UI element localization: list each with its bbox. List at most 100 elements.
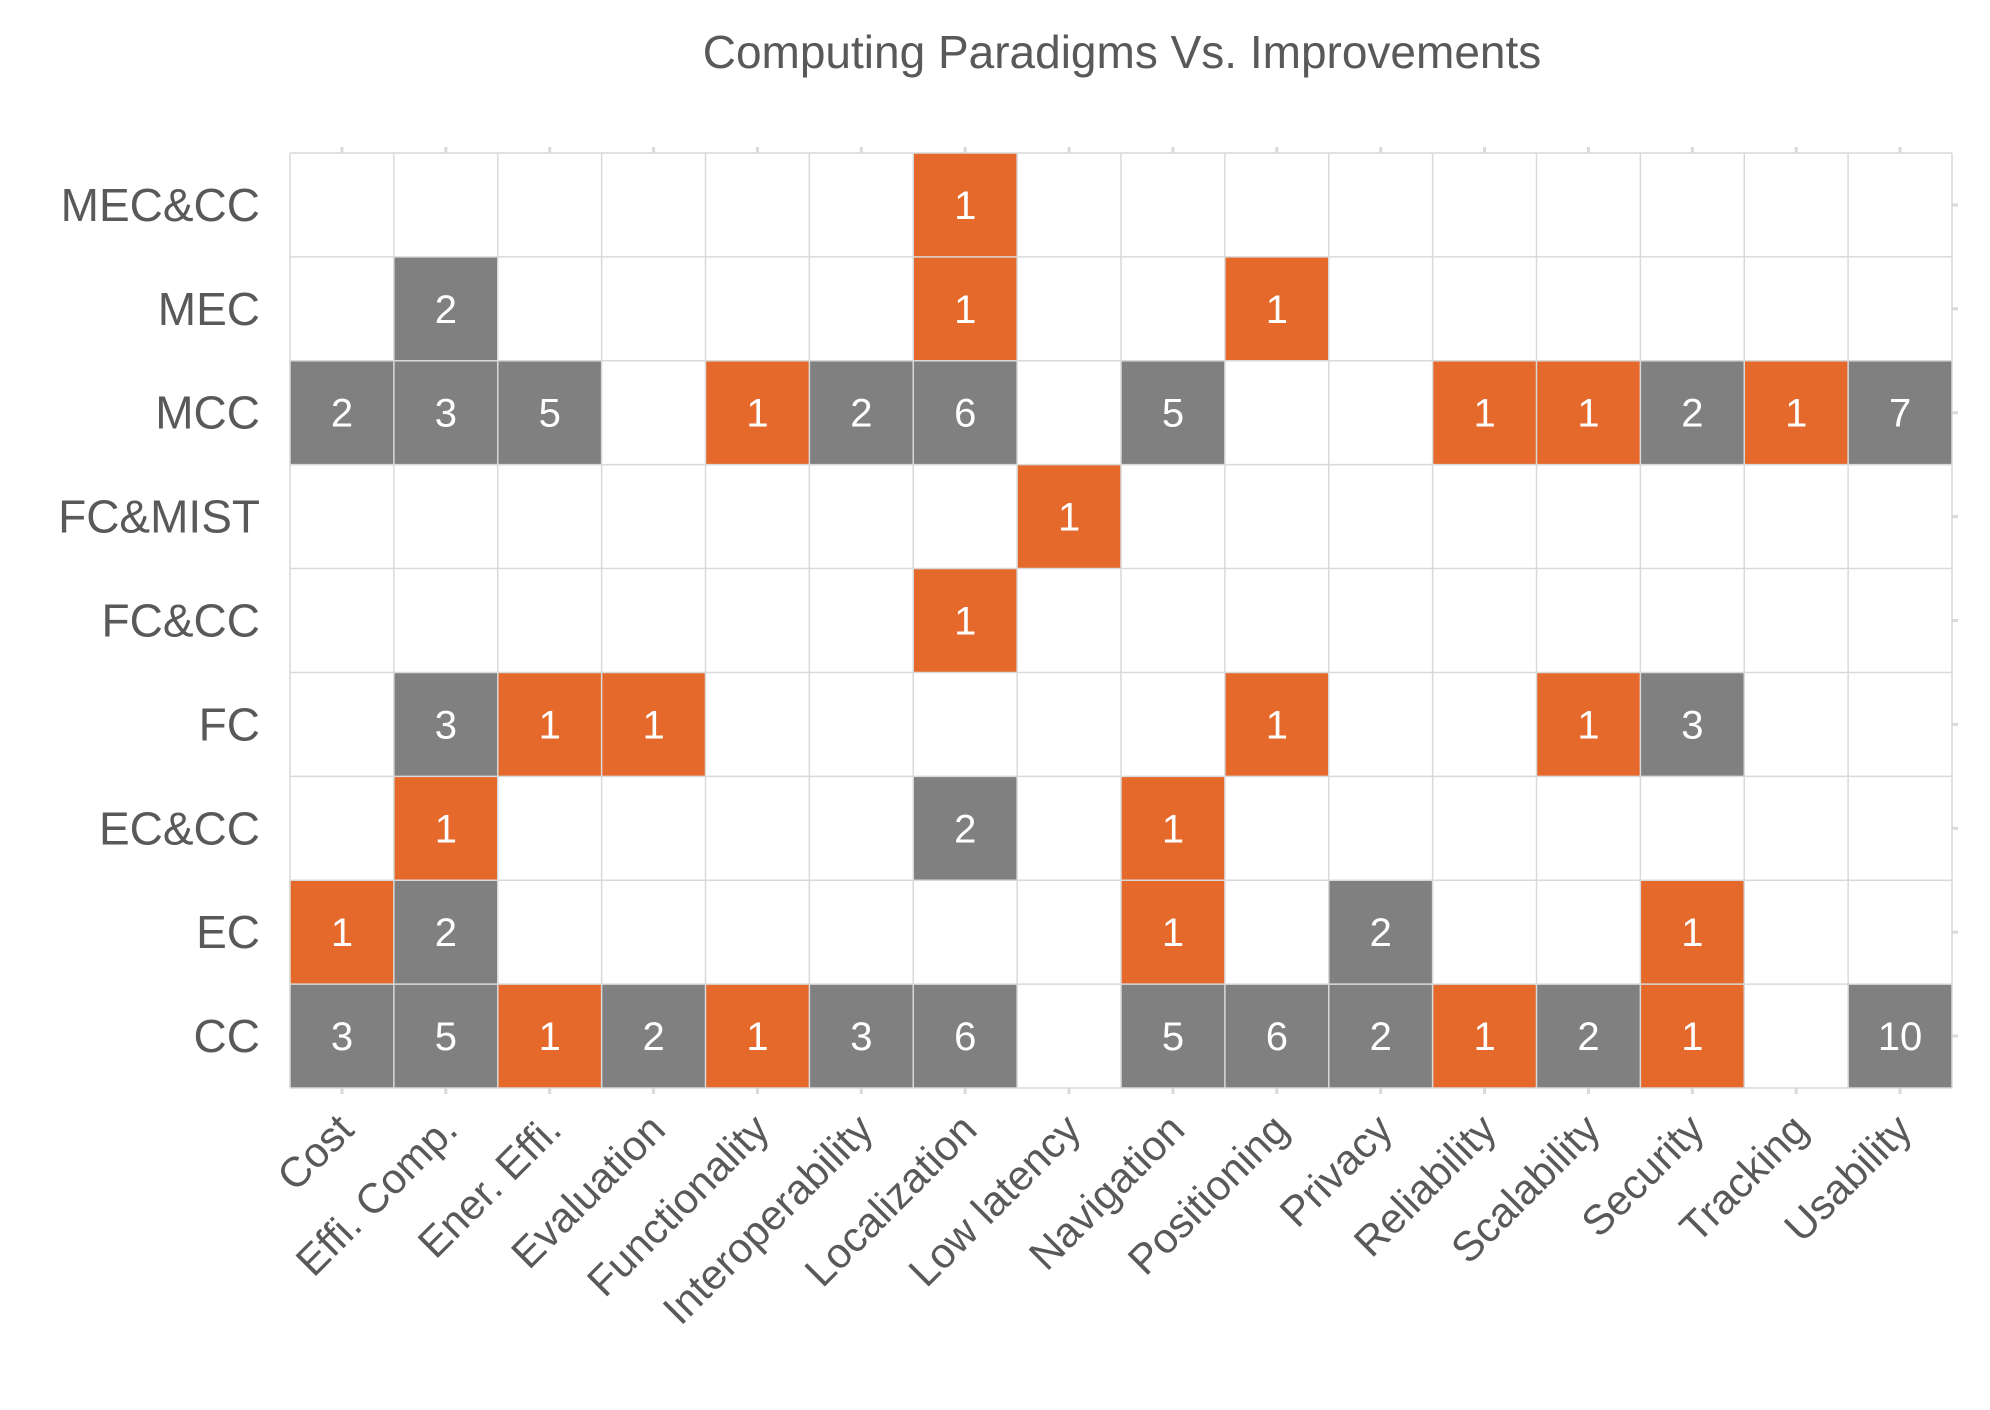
- heatmap-cell-mec-effi-comp: [393, 256, 498, 361]
- cell-value-label: 1: [746, 1015, 768, 1059]
- cell-value-label: 1: [1577, 392, 1599, 436]
- heatmap-cell-mcc-localization: [913, 360, 1018, 465]
- cell-value-label: 3: [435, 703, 457, 747]
- cell-value-label: 6: [954, 1015, 976, 1059]
- cell-value-label: 1: [954, 600, 976, 644]
- y-tick-label-mec-and-cc: MEC&CC: [61, 179, 260, 231]
- heatmap-cell-mcc-ener-effi: [497, 360, 602, 465]
- cell-value-label: 1: [954, 288, 976, 332]
- heatmap-cell-cc-effi-comp: [393, 984, 498, 1088]
- heatmap-cell-cc-cost: [290, 984, 394, 1088]
- heatmap-cell-mcc-navigation: [1121, 360, 1225, 465]
- cell-value-label: 5: [539, 392, 561, 436]
- cell-value-label: 6: [1266, 1015, 1288, 1059]
- cell-value-label: 1: [1473, 1015, 1495, 1059]
- heatmap-cell-mcc-functionality: [705, 360, 810, 465]
- heatmap-cell-fc-and-mist-low-latency: [1017, 464, 1121, 569]
- heatmap-cells: 1 2 1 1 2 3 5 1 2 6 5 1 1 2 1 7 1 1 3 1 1 1 1 3 1 2 1 1 2 1 2 1 3 5 1 2 1 3 6 5…: [290, 153, 1952, 1088]
- cell-value-label: 2: [435, 288, 457, 332]
- cell-value-label: 1: [1473, 392, 1495, 436]
- cell-value-label: 5: [1162, 392, 1184, 436]
- cell-value-label: 3: [435, 392, 457, 436]
- heatmap-cell-ec-and-cc-localization: [913, 776, 1018, 881]
- heatmap-cell-cc-localization: [913, 984, 1018, 1088]
- heatmap-cell-ec-security: [1640, 880, 1745, 985]
- heatmap-ticks: [340, 147, 1958, 1094]
- cell-value-label: 5: [435, 1015, 457, 1059]
- y-tick-label-ec: EC: [196, 906, 260, 958]
- cell-value-label: 1: [1266, 288, 1288, 332]
- cell-value-label: 1: [746, 392, 768, 436]
- x-tick-label-cost: Cost: [268, 1105, 363, 1200]
- heatmap-cell-cc-interoperability: [809, 984, 914, 1088]
- heatmap-cell-fc-evaluation: [601, 672, 706, 777]
- y-tick-label-mcc: MCC: [155, 387, 260, 439]
- cell-value-label: 2: [331, 392, 353, 436]
- cell-value-label: 7: [1889, 392, 1911, 436]
- heatmap-cell-mcc-scalability: [1536, 360, 1641, 465]
- heatmap-cell-mcc-security: [1640, 360, 1745, 465]
- cell-value-label: 2: [435, 911, 457, 955]
- cell-value-label: 1: [435, 807, 457, 851]
- heatmap-cell-cc-security: [1640, 984, 1745, 1088]
- heatmap-cell-mcc-usability: [1848, 360, 1952, 465]
- cell-value-label: 1: [1266, 703, 1288, 747]
- cell-value-label: 3: [850, 1015, 872, 1059]
- heatmap-cell-ec-cost: [290, 880, 394, 985]
- heatmap-cell-cc-navigation: [1121, 984, 1225, 1088]
- cell-value-label: 3: [1681, 703, 1703, 747]
- heatmap-cell-fc-positioning: [1224, 672, 1329, 777]
- y-tick-label-cc: CC: [194, 1010, 260, 1062]
- cell-value-label: 2: [1577, 1015, 1599, 1059]
- heatmap-cell-cc-evaluation: [601, 984, 706, 1088]
- heatmap-cell-mcc-reliability: [1432, 360, 1537, 465]
- chart-title: Computing Paradigms Vs. Improvements: [703, 26, 1542, 78]
- heatmap-cell-mcc-tracking: [1744, 360, 1849, 465]
- cell-value-label: 1: [1681, 1015, 1703, 1059]
- y-tick-label-fc-and-mist: FC&MIST: [58, 491, 260, 543]
- cell-value-label: 2: [642, 1015, 664, 1059]
- cell-value-label: 1: [1785, 392, 1807, 436]
- y-axis-labels: MEC&CC MEC MCC FC&MIST FC&CC FC EC&CC EC CC: [58, 179, 260, 1062]
- y-tick-label-fc: FC: [199, 698, 260, 750]
- heatmap-cell-fc-scalability: [1536, 672, 1641, 777]
- cell-value-label: 3: [331, 1015, 353, 1059]
- cell-value-label: 1: [1162, 911, 1184, 955]
- y-tick-label-ec-and-cc: EC&CC: [99, 802, 260, 854]
- cell-value-label: 1: [539, 703, 561, 747]
- cell-value-label: 2: [1370, 911, 1392, 955]
- heatmap-cell-cc-positioning: [1224, 984, 1329, 1088]
- heatmap-cell-ec-and-cc-navigation: [1121, 776, 1225, 881]
- heatmap-cell-cc-scalability: [1536, 984, 1641, 1088]
- cell-value-label: 1: [1162, 807, 1184, 851]
- cell-value-label: 1: [539, 1015, 561, 1059]
- heatmap-cell-cc-reliability: [1432, 984, 1537, 1088]
- cell-value-label: 10: [1878, 1015, 1923, 1059]
- cell-value-label: 2: [954, 807, 976, 851]
- heatmap-cell-ec-navigation: [1121, 880, 1225, 985]
- cell-value-label: 1: [954, 184, 976, 228]
- heatmap-cell-mec-and-cc-localization: [913, 153, 1018, 257]
- heatmap-cell-mcc-effi-comp: [393, 360, 498, 465]
- y-tick-label-fc-and-cc: FC&CC: [102, 595, 260, 647]
- heatmap-cell-mec-positioning: [1224, 256, 1329, 361]
- heatmap-cell-mcc-cost: [290, 360, 394, 465]
- cell-value-label: 2: [1370, 1015, 1392, 1059]
- cell-value-label: 2: [850, 392, 872, 436]
- heatmap-cell-fc-effi-comp: [393, 672, 498, 777]
- cell-value-label: 1: [1577, 703, 1599, 747]
- cell-value-label: 2: [1681, 392, 1703, 436]
- heatmap-cell-cc-functionality: [705, 984, 810, 1088]
- heatmap-cell-cc-privacy: [1328, 984, 1433, 1088]
- cell-value-label: 6: [954, 392, 976, 436]
- heatmap-cell-cc-ener-effi: [497, 984, 602, 1088]
- cell-value-label: 5: [1162, 1015, 1184, 1059]
- cell-value-label: 1: [1681, 911, 1703, 955]
- heatmap-cell-ec-effi-comp: [393, 880, 498, 985]
- heatmap-cell-mec-localization: [913, 256, 1018, 361]
- heatmap-cell-ec-privacy: [1328, 880, 1433, 985]
- cell-value-label: 1: [642, 703, 664, 747]
- heatmap-cell-fc-ener-effi: [497, 672, 602, 777]
